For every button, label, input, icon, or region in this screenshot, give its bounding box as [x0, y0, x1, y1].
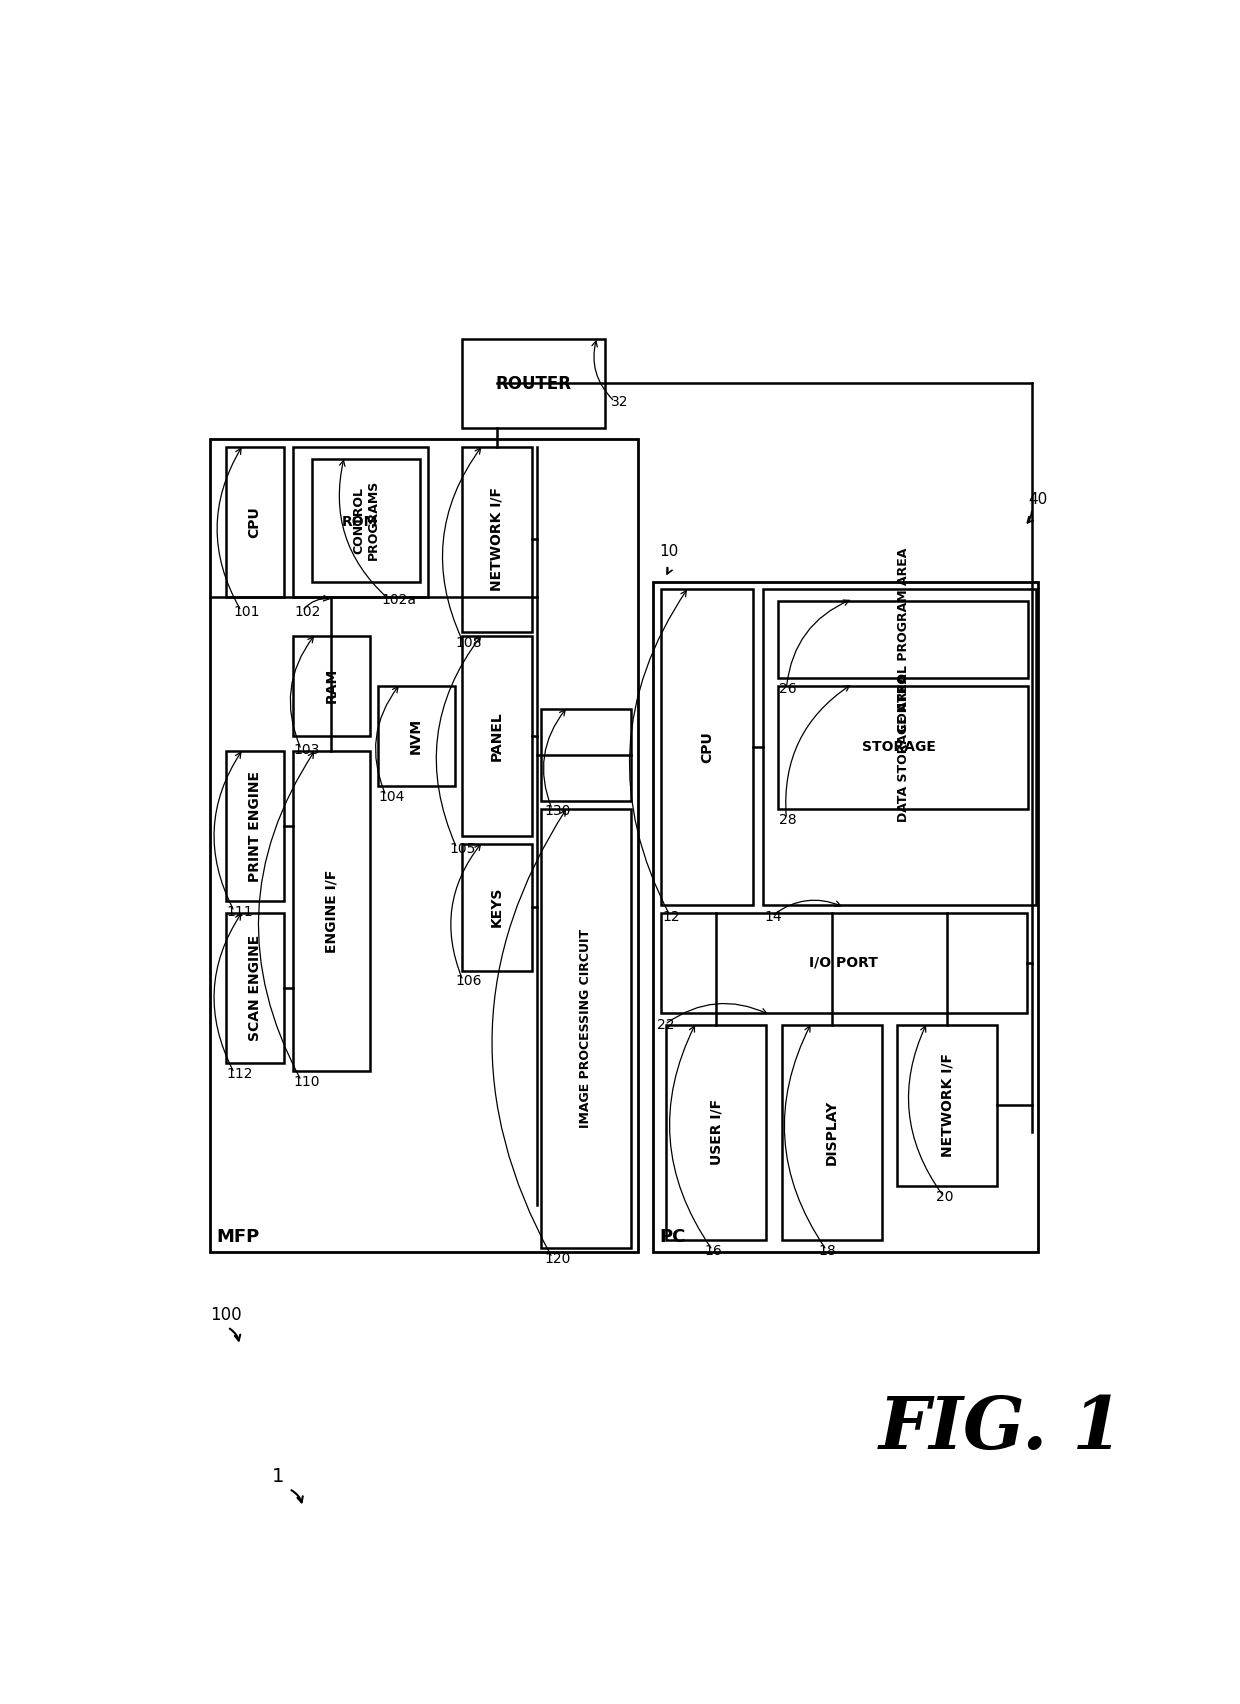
- Text: 112: 112: [227, 1067, 253, 1080]
- Text: 28: 28: [779, 813, 796, 826]
- Text: 40: 40: [1028, 492, 1048, 506]
- Bar: [226, 751, 284, 901]
- Text: I/O PORT: I/O PORT: [810, 956, 878, 970]
- Bar: [777, 602, 1028, 678]
- Text: PC: PC: [660, 1227, 686, 1246]
- Bar: [541, 809, 631, 1247]
- Bar: [661, 913, 1027, 1012]
- Bar: [781, 1024, 882, 1241]
- Text: CPU: CPU: [248, 506, 262, 538]
- Text: 103: 103: [294, 743, 320, 758]
- Text: 106: 106: [455, 975, 482, 988]
- Bar: [763, 590, 1035, 905]
- Bar: [463, 843, 532, 971]
- Bar: [211, 440, 637, 1252]
- Bar: [293, 446, 428, 596]
- Text: 130: 130: [544, 804, 570, 818]
- Text: 102a: 102a: [382, 593, 417, 607]
- Text: 111: 111: [227, 905, 253, 918]
- Bar: [312, 458, 420, 581]
- Bar: [777, 685, 1028, 809]
- Text: 104: 104: [378, 789, 404, 804]
- Text: STORAGE: STORAGE: [862, 740, 936, 755]
- Text: CONTROL PROGRAM AREA: CONTROL PROGRAM AREA: [897, 547, 910, 731]
- Text: 10: 10: [660, 544, 678, 559]
- Bar: [293, 751, 370, 1070]
- Bar: [661, 590, 754, 905]
- Text: PANEL: PANEL: [490, 711, 503, 760]
- Bar: [463, 339, 605, 428]
- Text: 101: 101: [233, 605, 260, 619]
- Bar: [653, 581, 1038, 1252]
- Bar: [226, 446, 284, 596]
- Text: 100: 100: [211, 1305, 242, 1324]
- Text: ROM: ROM: [342, 515, 378, 530]
- Text: RAM: RAM: [325, 668, 339, 704]
- Bar: [293, 636, 370, 736]
- Text: 108: 108: [455, 636, 482, 649]
- Bar: [463, 636, 532, 837]
- Text: DISPLAY: DISPLAY: [825, 1099, 838, 1166]
- Text: NVM: NVM: [409, 717, 423, 753]
- Text: 32: 32: [611, 395, 629, 409]
- Text: NETWORK I/F: NETWORK I/F: [490, 487, 503, 591]
- Text: 16: 16: [704, 1244, 723, 1258]
- Text: 1: 1: [272, 1467, 284, 1486]
- Bar: [463, 446, 532, 632]
- Bar: [666, 1024, 766, 1241]
- Text: KEYS: KEYS: [490, 886, 503, 927]
- Text: 12: 12: [662, 910, 680, 924]
- Text: MFP: MFP: [217, 1227, 260, 1246]
- Text: 14: 14: [764, 910, 781, 924]
- Text: ENGINE I/F: ENGINE I/F: [325, 869, 339, 953]
- Text: SCAN ENGINE: SCAN ENGINE: [248, 935, 262, 1041]
- Text: USER I/F: USER I/F: [709, 1099, 723, 1166]
- Text: 105: 105: [449, 842, 475, 855]
- Bar: [377, 685, 455, 786]
- Text: PRINT ENGINE: PRINT ENGINE: [248, 770, 262, 881]
- Text: FIG. 1: FIG. 1: [879, 1394, 1123, 1464]
- Text: 18: 18: [818, 1244, 837, 1258]
- Text: DATA STORAGE AREA: DATA STORAGE AREA: [897, 673, 910, 821]
- Text: 22: 22: [657, 1019, 675, 1033]
- Text: CPU: CPU: [701, 731, 714, 763]
- Text: 20: 20: [936, 1189, 954, 1205]
- Text: 110: 110: [294, 1075, 320, 1089]
- Text: IMAGE PROCESSING CIRCUIT: IMAGE PROCESSING CIRCUIT: [579, 929, 593, 1128]
- Bar: [226, 913, 284, 1063]
- Text: ROUTER: ROUTER: [496, 375, 572, 392]
- Text: NETWORK I/F: NETWORK I/F: [940, 1053, 955, 1157]
- Bar: [898, 1024, 997, 1186]
- Text: 120: 120: [544, 1252, 570, 1266]
- Text: 102: 102: [294, 605, 321, 619]
- Text: 26: 26: [779, 682, 796, 695]
- Text: CONTROL
PROGRAMS: CONTROL PROGRAMS: [352, 481, 379, 561]
- Bar: [541, 709, 631, 801]
